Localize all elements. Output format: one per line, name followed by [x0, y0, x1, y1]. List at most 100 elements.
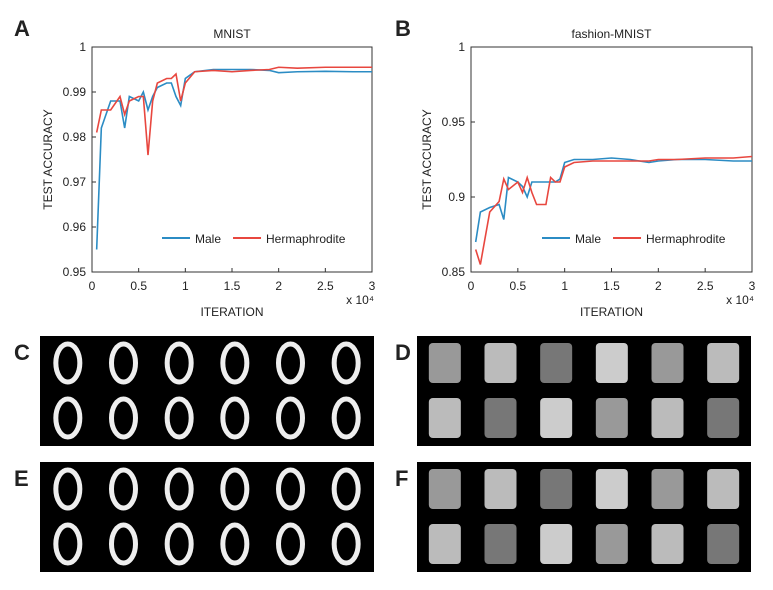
fashion-image	[651, 524, 684, 564]
digit-image	[53, 522, 83, 566]
fashion-image	[651, 398, 684, 438]
y-tick-label: 1	[79, 40, 86, 54]
fashion-image	[707, 398, 740, 438]
fashion-image	[428, 524, 461, 564]
x-tick-label: 0.5	[509, 279, 526, 293]
digit-image	[53, 341, 83, 385]
chart-title: fashion-MNIST	[571, 27, 652, 41]
x-tick-label: 1.5	[224, 279, 241, 293]
image-grids	[40, 336, 751, 572]
panel-label: D	[395, 340, 411, 365]
fashion-image	[484, 524, 517, 564]
y-axis-label: TEST ACCURACY	[41, 109, 55, 209]
data-line	[474, 155, 753, 265]
fashion-image	[484, 469, 517, 509]
digit-image	[331, 522, 361, 566]
x-tick-label: 2	[655, 279, 662, 293]
y-tick-label: 0.98	[63, 130, 87, 144]
fashion-image	[540, 524, 573, 564]
fashion-image	[595, 469, 628, 509]
fashion-image	[707, 524, 740, 564]
fashion-image	[428, 343, 461, 383]
fashion-image	[651, 343, 684, 383]
data-line	[95, 66, 372, 156]
image-panel	[417, 462, 751, 572]
x-tick-label: 2.5	[317, 279, 334, 293]
x-tick-label: 3	[749, 279, 756, 293]
y-tick-label: 1	[458, 40, 465, 54]
fashion-image	[707, 343, 740, 383]
fashion-image	[428, 398, 461, 438]
digit-image	[109, 522, 138, 566]
fashion-image	[595, 343, 628, 383]
digit-image	[220, 467, 250, 511]
digit-image	[53, 467, 83, 511]
legend-label: Male	[575, 232, 601, 246]
legend-label: Male	[195, 232, 221, 246]
y-tick-label: 0.96	[63, 220, 87, 234]
panel-label: B	[395, 16, 411, 41]
y-tick-label: 0.95	[63, 265, 87, 279]
x-axis-label: ITERATION	[200, 305, 263, 319]
y-tick-label: 0.97	[63, 175, 87, 189]
digit-image	[331, 467, 361, 511]
image-panel	[417, 336, 751, 446]
x-axis-label: ITERATION	[580, 305, 643, 319]
panel-label: E	[14, 466, 29, 491]
image-panel	[40, 462, 374, 572]
fashion-image	[540, 469, 573, 509]
x-scale-label: x 10⁴	[726, 293, 754, 307]
digit-image	[276, 522, 305, 566]
fashion-image	[540, 398, 573, 438]
digit-image	[164, 341, 194, 385]
digit-image	[109, 341, 138, 385]
x-tick-label: 1	[182, 279, 189, 293]
digit-image	[164, 396, 194, 440]
x-tick-label: 2	[275, 279, 282, 293]
digit-image	[109, 396, 138, 440]
fashion-image	[428, 469, 461, 509]
legend-label: Hermaphrodite	[266, 232, 346, 246]
panel-label: C	[14, 340, 30, 365]
digit-image	[331, 341, 361, 385]
panel-label: F	[395, 466, 408, 491]
legend-label: Hermaphrodite	[646, 232, 726, 246]
y-tick-label: 0.95	[442, 115, 466, 129]
fashion-image	[651, 469, 684, 509]
fashion-image	[484, 398, 517, 438]
digit-image	[276, 396, 305, 440]
data-line	[95, 68, 372, 250]
digit-image	[164, 467, 194, 511]
x-tick-label: 3	[369, 279, 376, 293]
x-tick-label: 0.5	[130, 279, 147, 293]
fashion-image	[484, 343, 517, 383]
x-scale-label: x 10⁴	[346, 293, 374, 307]
image-panel	[40, 336, 374, 446]
x-tick-label: 0	[89, 279, 96, 293]
x-tick-label: 1	[561, 279, 568, 293]
panel-label: A	[14, 16, 30, 41]
digit-image	[276, 341, 305, 385]
fashion-image	[707, 469, 740, 509]
digit-image	[164, 522, 194, 566]
fashion-image	[595, 524, 628, 564]
digit-image	[331, 396, 361, 440]
x-tick-label: 2.5	[697, 279, 714, 293]
y-axis-label: TEST ACCURACY	[420, 109, 434, 209]
y-tick-label: 0.85	[442, 265, 466, 279]
digit-image	[220, 341, 250, 385]
x-tick-label: 0	[468, 279, 475, 293]
y-tick-label: 0.99	[63, 85, 87, 99]
data-line	[474, 157, 752, 243]
y-tick-label: 0.9	[448, 190, 465, 204]
digit-image	[276, 467, 305, 511]
x-tick-label: 1.5	[603, 279, 620, 293]
digit-image	[220, 522, 250, 566]
digit-image	[220, 396, 250, 440]
digit-image	[109, 467, 138, 511]
fashion-image	[540, 343, 573, 383]
chart-title: MNIST	[213, 27, 251, 41]
digit-image	[53, 396, 83, 440]
fashion-image	[595, 398, 628, 438]
